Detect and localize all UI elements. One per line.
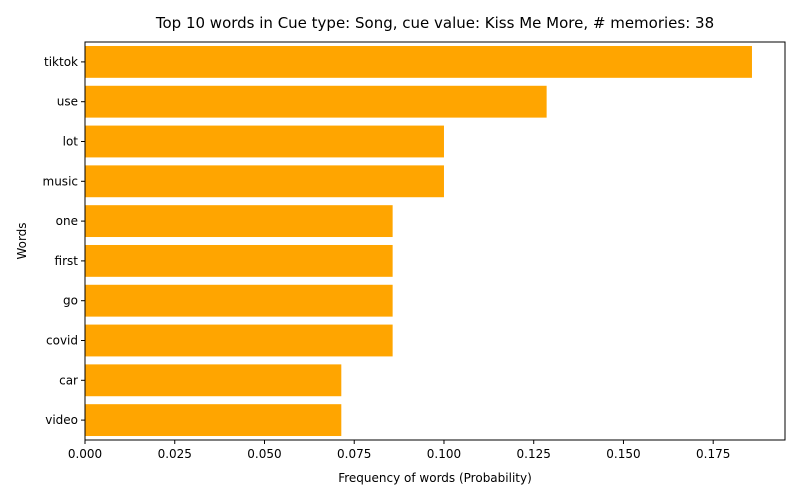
bars-group xyxy=(85,45,752,437)
y-tick-label: first xyxy=(55,254,79,268)
bar-covid xyxy=(85,324,393,357)
plot-frame xyxy=(84,41,786,441)
y-tick-label: car xyxy=(59,373,78,387)
bar-lot xyxy=(85,125,444,158)
chart-title: Top 10 words in Cue type: Song, cue valu… xyxy=(155,14,714,32)
x-tick-label: 0.100 xyxy=(427,447,461,461)
y-tick-label: tiktok xyxy=(44,55,78,69)
y-axis-ticks: tiktok use lot music one first go covid car video xyxy=(43,55,85,427)
y-tick-label: covid xyxy=(46,334,78,348)
x-axis-title: Frequency of words (Probability) xyxy=(338,471,532,485)
x-tick-label: 0.075 xyxy=(337,447,371,461)
y-tick-label: video xyxy=(45,413,78,427)
x-tick-label: 0.025 xyxy=(158,447,192,461)
y-tick-label: lot xyxy=(63,135,79,149)
x-tick-label: 0.150 xyxy=(606,447,640,461)
y-tick-label: music xyxy=(43,174,78,188)
bar-video xyxy=(85,404,342,437)
bar-music xyxy=(85,165,444,198)
y-tick-label: go xyxy=(63,294,78,308)
bar-first xyxy=(85,244,393,277)
x-tick-label: 0.175 xyxy=(696,447,730,461)
x-tick-label: 0.050 xyxy=(247,447,281,461)
bar-one xyxy=(85,205,393,238)
y-axis-title: Words xyxy=(15,222,29,259)
x-tick-label: 0.000 xyxy=(68,447,102,461)
bar-use xyxy=(85,85,547,118)
bar-car xyxy=(85,364,342,397)
x-axis-ticks: 0.000 0.025 0.050 0.075 0.100 0.125 0.150 0.175 xyxy=(68,440,730,461)
bar-tiktok xyxy=(85,45,752,78)
y-tick-label: use xyxy=(57,95,78,109)
y-tick-label: one xyxy=(56,214,78,228)
bar-go xyxy=(85,284,393,317)
x-tick-label: 0.125 xyxy=(517,447,551,461)
